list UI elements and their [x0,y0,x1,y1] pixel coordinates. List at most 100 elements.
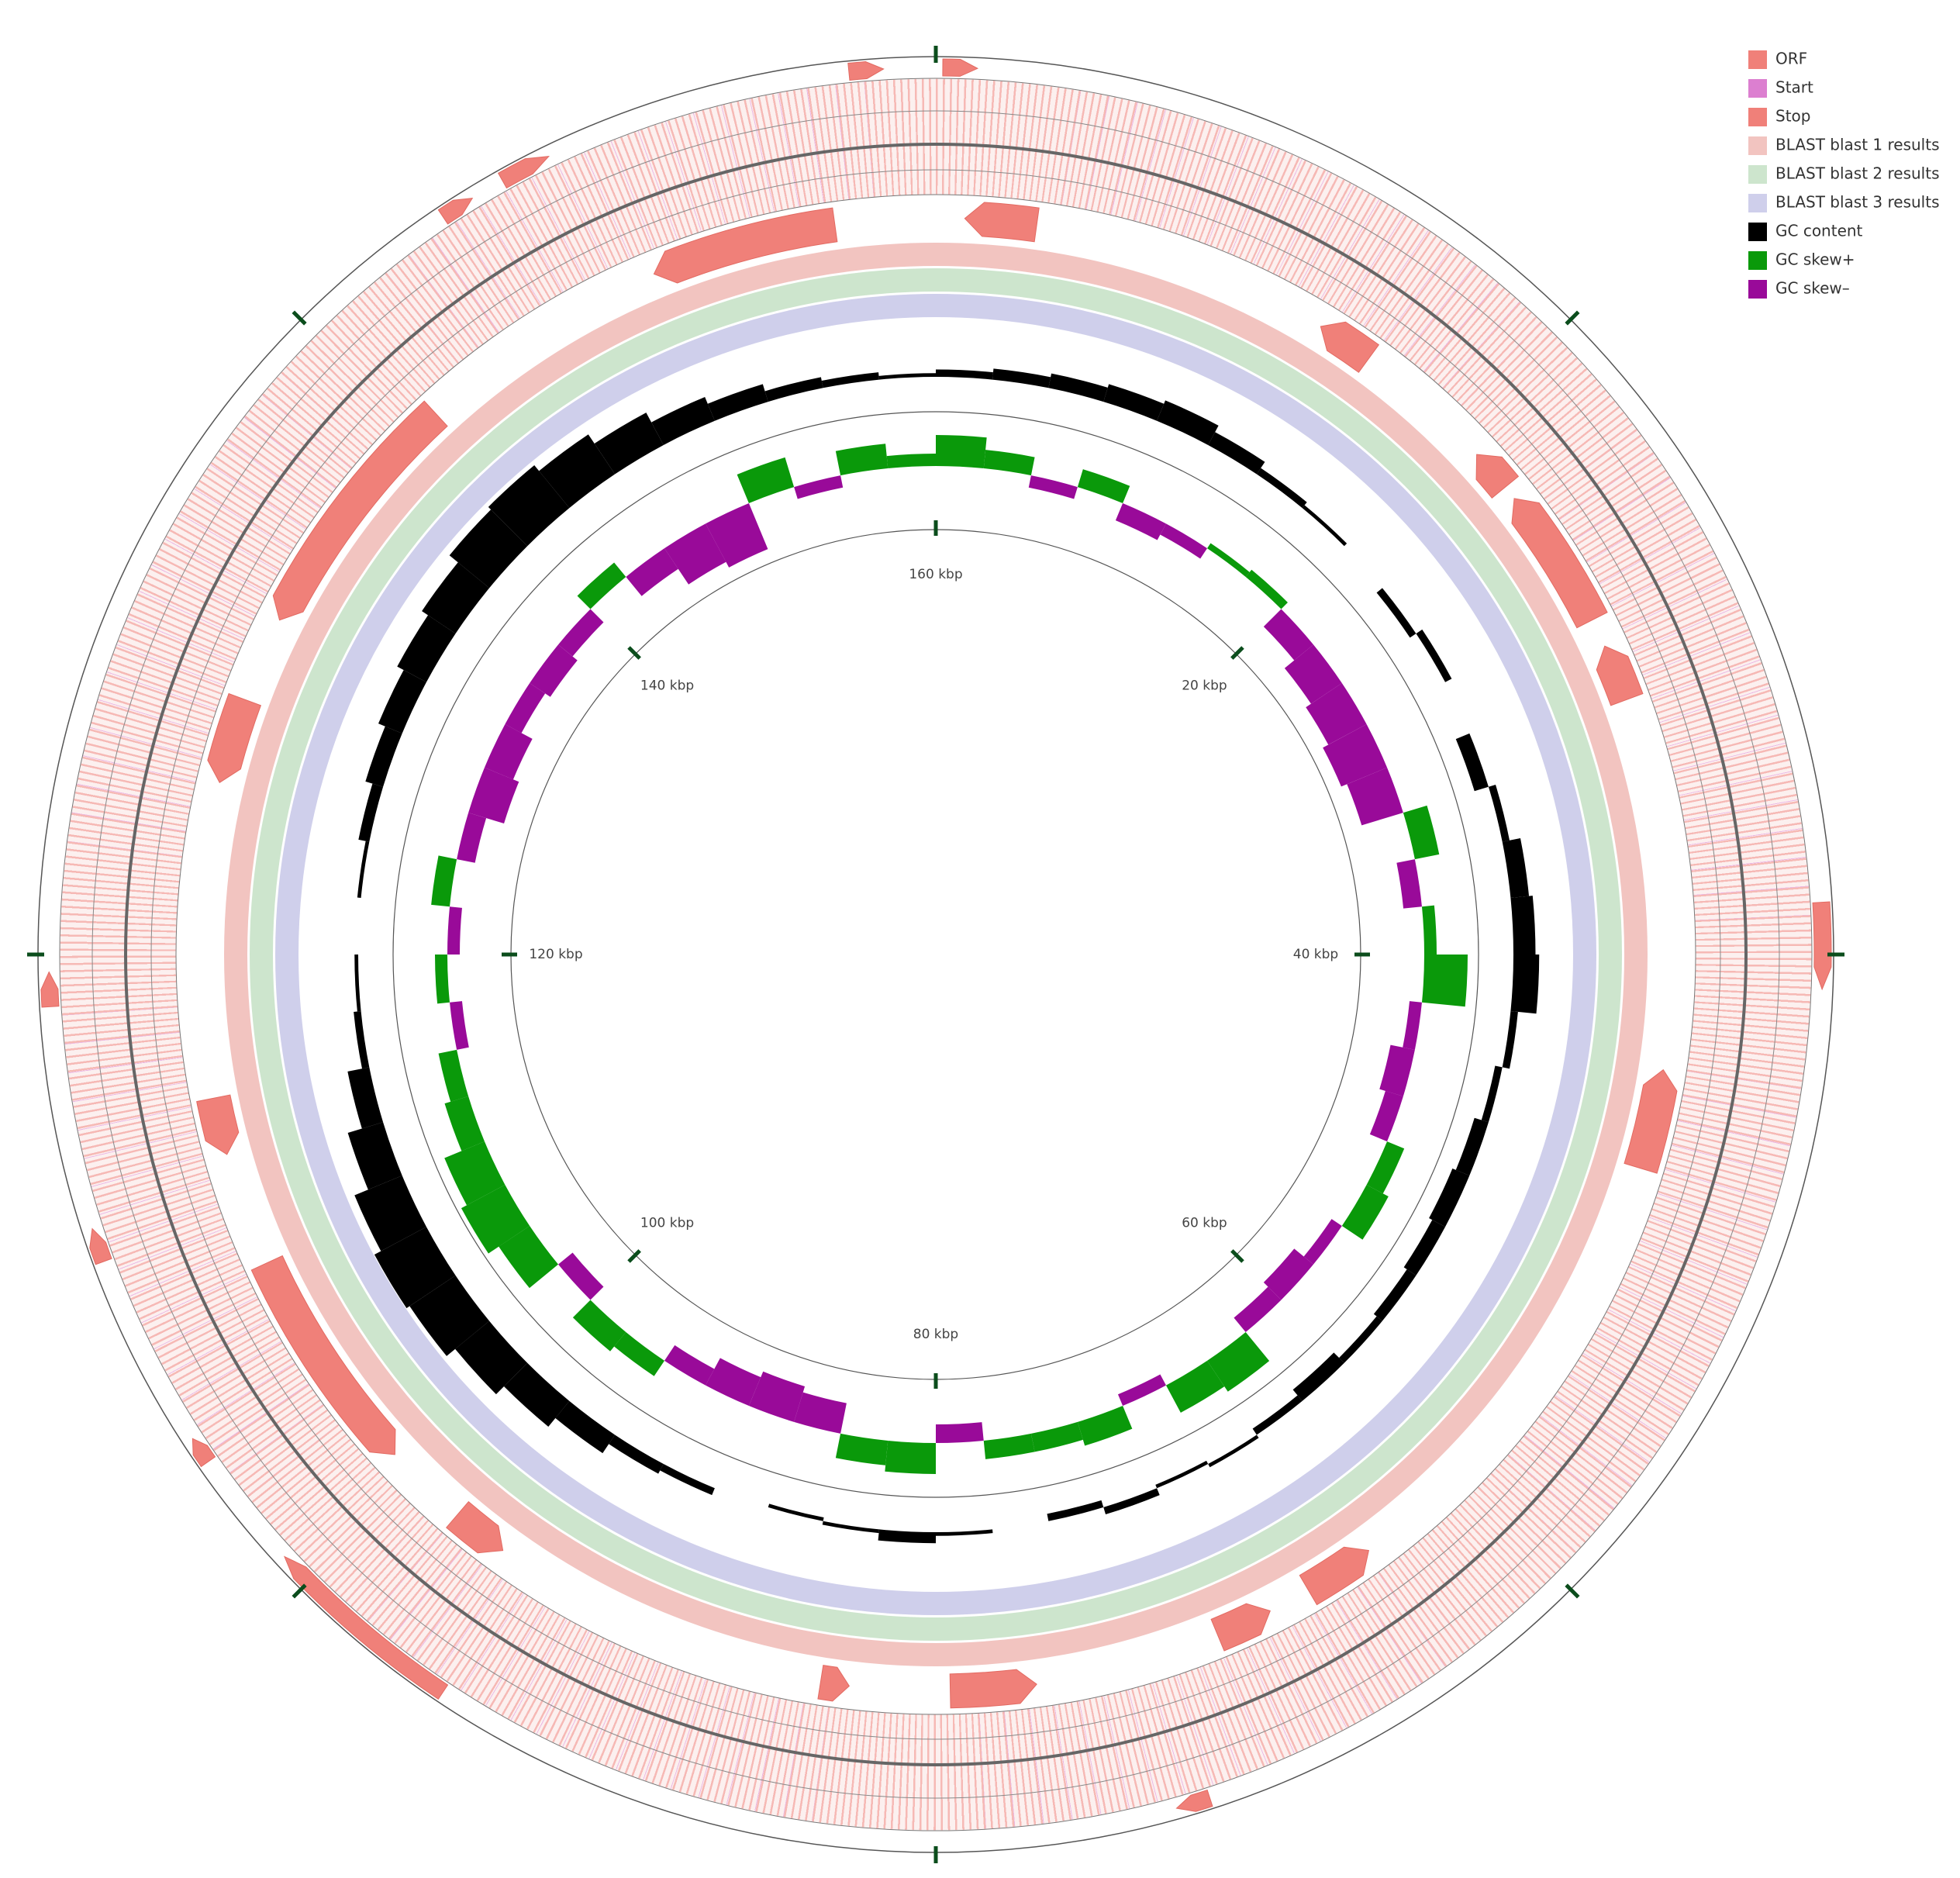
gc-content-bar [1155,1460,1209,1489]
tick-label: 40 kbp [1293,947,1338,962]
gc-content-bar [347,1067,384,1129]
orf-arrow [1320,321,1380,373]
orf-arrow [1596,645,1644,706]
gc-content-bar [660,1464,715,1496]
gc-skew-positive [1341,1184,1389,1240]
gc-skew-positive [444,1141,506,1206]
legend-swatch [1748,223,1767,241]
tick-label: 80 kbp [913,1327,958,1342]
gc-skew-positive [1403,805,1440,860]
gc-skew-positive [499,1226,558,1289]
legend-label: BLAST blast 1 results [1775,136,1939,154]
gc-content-bar [1256,468,1307,509]
track-border [91,110,1780,1799]
gc-content-bar [449,509,528,589]
gc-skew-positive [1030,1421,1083,1452]
gc-content-bar [1502,838,1530,898]
legend-swatch [1748,165,1767,184]
gc-content-bar [936,1529,993,1536]
orf-arrow [192,1438,216,1468]
gc-skew-negative [484,724,533,780]
gc-content-bar [1510,896,1536,955]
gc-content-bar [822,1521,879,1534]
gc-skew-positive [435,955,450,1004]
tick-label: 100 kbp [640,1215,694,1231]
gc-content-bar [768,1503,824,1521]
gc-content-bar [821,372,879,388]
gc-skew-negative [1306,682,1367,745]
orf-arrow [964,202,1040,243]
gc-skew-negative [706,1358,761,1407]
gc-skew-positive [1366,1141,1405,1194]
legend-swatch [1748,251,1767,270]
orf-arrow [272,400,448,621]
gc-skew-positive [885,1440,936,1474]
gc-skew-negative [1115,502,1166,540]
orf-arrow [446,1500,504,1554]
gc-skew-positive [835,444,889,476]
gc-skew-positive [936,435,987,469]
gc-skew-negative [450,1001,469,1050]
gc-skew-negative [706,502,768,568]
orf-arrow [1175,1789,1213,1812]
gc-content-bar [1208,432,1265,475]
gc-skew-negative [1403,1001,1422,1050]
gc-content-bar [1376,588,1417,638]
inner-tick [627,1249,641,1263]
gc-content-bar [714,1488,768,1507]
gc-skew-negative [505,682,546,734]
gc-skew-negative [748,1371,806,1422]
legend-label: Stop [1775,107,1810,126]
gc-skew-negative [664,523,726,585]
gc-content-bar [1302,505,1348,547]
track-border [175,194,1696,1715]
gc-content-bar [378,670,426,734]
gc-skew-negative [1028,475,1078,499]
gc-skew-positive [983,450,1035,476]
gc-content-bar [397,615,456,682]
orf-arrow [1299,1546,1370,1606]
gc-content-bar [354,955,361,1012]
orf-arrow [196,1094,240,1155]
gc-skew-negative [936,1422,984,1443]
gc-skew-positive [431,855,457,907]
blast-1-ring [224,243,1648,1666]
gc-content-bar [347,1122,402,1190]
gc-skew-positive [1245,569,1288,609]
gc-skew-positive [438,1049,469,1102]
gc-content-bar [354,1175,426,1251]
gc-content-bar [1481,1065,1503,1123]
legend-swatch [1748,194,1767,212]
gc-content-bar [1208,1434,1259,1468]
legend-label: GC skew+ [1775,250,1855,269]
gc-content-bar [1339,1316,1382,1363]
outer-tick [1565,1583,1580,1599]
gc-skew-negative [794,1392,847,1434]
gc-skew-negative [1263,609,1313,661]
orf-arrow [847,61,885,81]
gc-content-bar [1157,400,1219,445]
gc-content-bar [1416,629,1452,682]
legend-swatch [1748,280,1767,299]
gc-content-bar [764,377,823,402]
gc-content-bar [1445,682,1470,734]
tick-label: 20 kbp [1182,678,1227,694]
gc-skew-negative [457,813,487,863]
inner-tick [627,646,641,660]
gc-content-bar [1429,1169,1470,1227]
gc-skew-negative [1117,1374,1166,1407]
legend-swatch [1748,50,1767,69]
gc-skew-negative [1284,644,1342,704]
gc-content-bar [992,1521,1049,1530]
orf-arrow [1511,498,1608,629]
legend-label: GC content [1775,222,1863,240]
gc-skew-positive [1421,905,1437,955]
gc-skew-negative [1396,859,1422,909]
track-border [59,78,1813,1831]
gc-content-bar [1455,1117,1489,1176]
orf-arrow [207,692,262,783]
orf-arrow [250,1255,396,1455]
gc-content-bar [488,465,570,547]
